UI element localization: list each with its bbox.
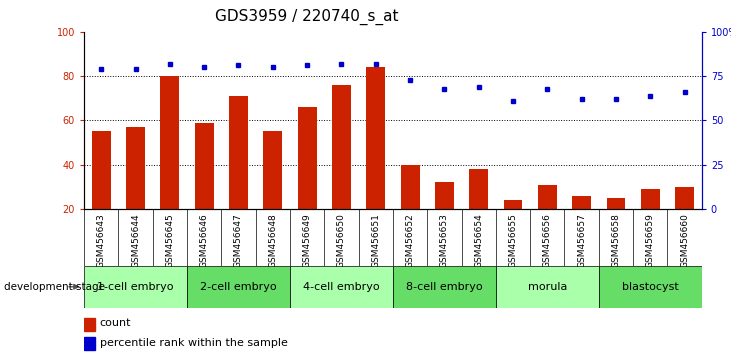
Text: development stage: development stage <box>4 282 105 292</box>
Bar <box>290 266 393 308</box>
Text: GSM456650: GSM456650 <box>337 213 346 268</box>
Bar <box>84 266 187 308</box>
Text: GSM456658: GSM456658 <box>611 213 621 268</box>
Bar <box>435 182 454 209</box>
Bar <box>160 76 179 209</box>
Text: GSM456653: GSM456653 <box>440 213 449 268</box>
Text: GSM456655: GSM456655 <box>509 213 518 268</box>
Text: 8-cell embryo: 8-cell embryo <box>406 282 482 292</box>
Bar <box>607 198 626 209</box>
Bar <box>504 200 523 209</box>
Text: 4-cell embryo: 4-cell embryo <box>303 282 379 292</box>
Text: GSM456651: GSM456651 <box>371 213 380 268</box>
Text: GSM456656: GSM456656 <box>543 213 552 268</box>
Bar <box>187 266 290 308</box>
Text: GSM456647: GSM456647 <box>234 213 243 268</box>
Text: count: count <box>99 318 131 329</box>
Text: GSM456644: GSM456644 <box>131 213 140 268</box>
Bar <box>401 165 420 209</box>
Bar <box>572 195 591 209</box>
Text: GDS3959 / 220740_s_at: GDS3959 / 220740_s_at <box>215 9 399 25</box>
Text: GSM456649: GSM456649 <box>303 213 311 268</box>
Bar <box>126 127 145 209</box>
Bar <box>469 169 488 209</box>
Text: GSM456657: GSM456657 <box>577 213 586 268</box>
Bar <box>675 187 694 209</box>
Bar <box>538 184 557 209</box>
Text: morula: morula <box>528 282 567 292</box>
Bar <box>641 189 659 209</box>
Bar <box>263 131 282 209</box>
Text: percentile rank within the sample: percentile rank within the sample <box>99 337 287 348</box>
Bar <box>194 122 213 209</box>
Text: GSM456643: GSM456643 <box>96 213 106 268</box>
Text: GSM456654: GSM456654 <box>474 213 483 268</box>
Text: GSM456645: GSM456645 <box>165 213 175 268</box>
Bar <box>84 318 95 331</box>
Text: GSM456646: GSM456646 <box>200 213 208 268</box>
Bar <box>366 67 385 209</box>
Text: GSM456660: GSM456660 <box>680 213 689 268</box>
Bar <box>393 266 496 308</box>
Bar <box>229 96 248 209</box>
Text: 2-cell embryo: 2-cell embryo <box>200 282 277 292</box>
Bar <box>332 85 351 209</box>
Bar <box>92 131 110 209</box>
Bar <box>599 266 702 308</box>
Text: GSM456659: GSM456659 <box>645 213 655 268</box>
Bar <box>84 337 95 350</box>
Text: blastocyst: blastocyst <box>622 282 678 292</box>
Text: 1-cell embryo: 1-cell embryo <box>97 282 174 292</box>
Text: GSM456652: GSM456652 <box>406 213 414 268</box>
Bar <box>496 266 599 308</box>
Bar <box>298 107 317 209</box>
Text: GSM456648: GSM456648 <box>268 213 277 268</box>
